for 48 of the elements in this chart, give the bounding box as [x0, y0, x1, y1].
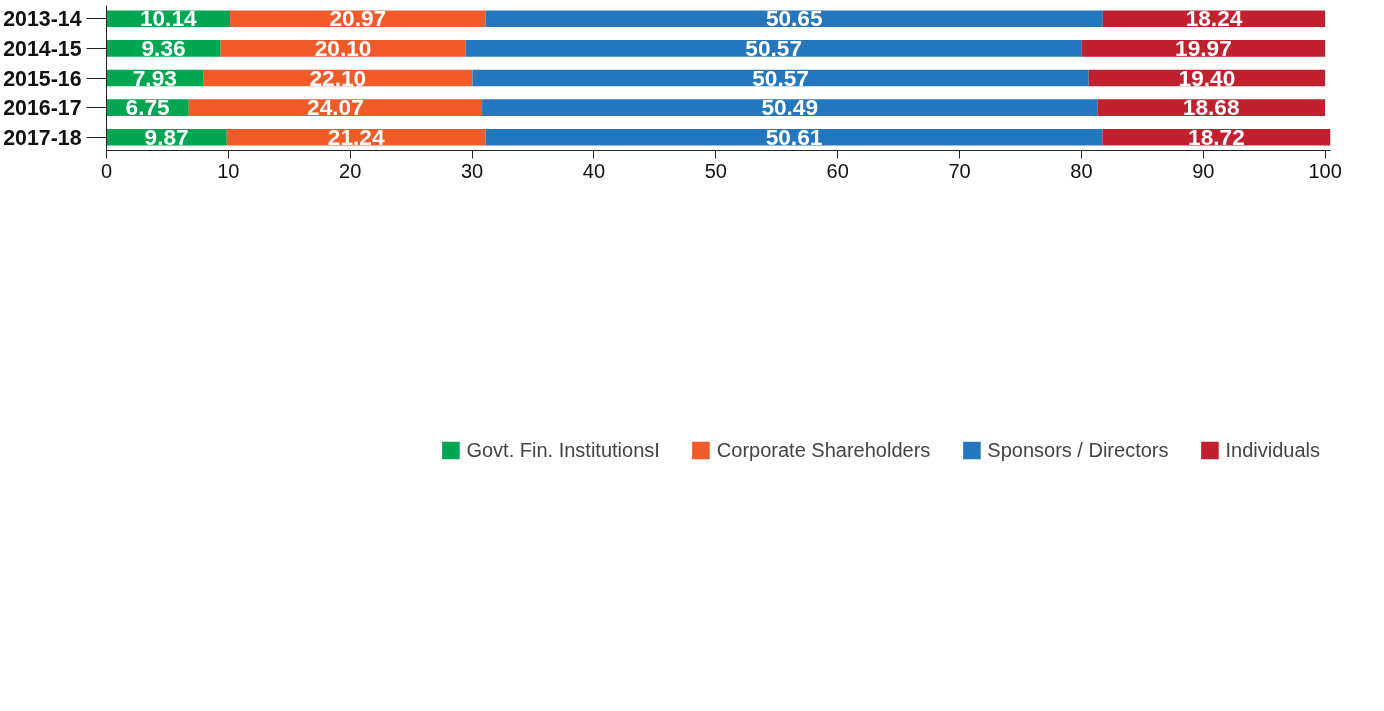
data-label: 19.40 — [1178, 64, 1236, 91]
data-label: 19.97 — [1175, 34, 1232, 61]
bar — [485, 128, 1103, 146]
data-label: 9.87 — [144, 123, 189, 150]
legend-label: Govt. Fin. InstitutionsI — [466, 438, 660, 462]
legend-label: Corporate Shareholders — [716, 438, 931, 462]
x-tick-label: 30 — [460, 159, 484, 182]
data-label: 7.93 — [132, 64, 177, 91]
y-tick-label: 2015-16 — [3, 66, 82, 91]
y-tick-label: 2014-15 — [3, 36, 82, 61]
bar — [220, 40, 466, 57]
y-tick-label: 2013-14 — [3, 7, 82, 32]
data-label: 22.10 — [309, 64, 367, 91]
bar — [472, 69, 1089, 87]
data-label: 20.97 — [329, 5, 387, 32]
x-tick-label: 60 — [826, 159, 849, 182]
x-tick-label: 100 — [1308, 159, 1342, 182]
data-label: 21.24 — [327, 123, 385, 150]
legend-label: Individuals — [1225, 438, 1320, 462]
data-label: 24.07 — [307, 94, 364, 121]
data-label: 18.24 — [1185, 5, 1243, 32]
data-label: 9.36 — [141, 34, 186, 61]
x-tick-label: 40 — [582, 159, 606, 182]
x-tick-label: 50 — [704, 159, 727, 182]
y-tick-label: 2017-18 — [3, 125, 82, 150]
data-label: 50.49 — [761, 94, 819, 121]
data-label: 50.57 — [745, 34, 802, 61]
bar — [482, 99, 1098, 116]
data-label: 10.14 — [139, 5, 198, 32]
data-label: 18.68 — [1182, 94, 1240, 121]
bar — [485, 10, 1103, 28]
legend-label: Sponsors / Directors — [987, 438, 1169, 462]
x-tick-label: 80 — [1070, 159, 1093, 182]
data-label: 6.75 — [125, 94, 170, 121]
x-tick-label: 20 — [339, 159, 362, 182]
y-tick-label: 2016-17 — [3, 96, 82, 121]
x-tick-label: 0 — [100, 159, 113, 182]
data-label: 50.57 — [752, 64, 809, 91]
bar — [188, 99, 483, 116]
data-label: 20.10 — [314, 34, 372, 61]
bar — [465, 40, 1082, 57]
x-tick-label: 70 — [948, 159, 971, 182]
x-tick-label: 90 — [1192, 159, 1215, 182]
data-label: 50.61 — [765, 123, 823, 150]
bar — [1081, 40, 1326, 57]
x-tick-label: 10 — [217, 159, 240, 182]
data-label: 18.72 — [1188, 123, 1245, 150]
data-label: 50.65 — [765, 5, 823, 32]
